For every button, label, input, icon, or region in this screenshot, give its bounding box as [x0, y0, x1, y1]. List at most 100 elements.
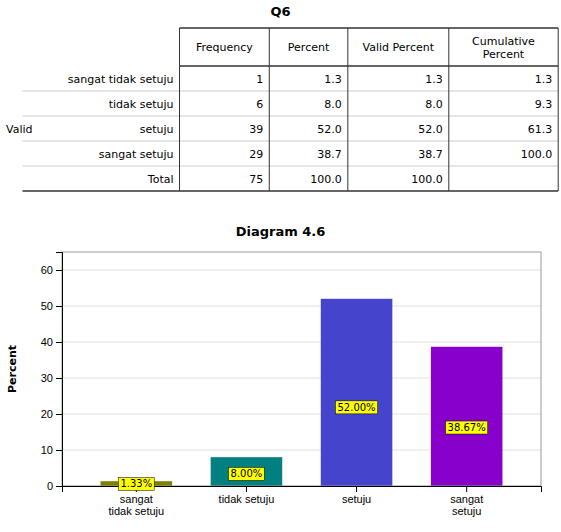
data-label-box [446, 421, 488, 434]
x-tick: tidak setuju [219, 486, 275, 505]
table-rule [180, 65, 559, 67]
tick-mark [56, 378, 62, 379]
tick-label: sangatsetuju [450, 493, 483, 518]
data-labels: 1.33% 8.00% 52.00% 38.67% [118, 401, 487, 491]
tick-label: 60 [41, 264, 53, 276]
table-header: CumulativePercent [472, 35, 535, 61]
y-tick: 0 [47, 480, 62, 492]
bar-chart: Diagram 4.60102030405060sangattidak setu… [6, 224, 542, 517]
tick-label: sangattidak setuju [108, 493, 164, 518]
chart-title: Diagram 4.6 [236, 224, 326, 239]
tick-label-line: tidak setuju [219, 493, 275, 505]
table-cell: 38.7 [317, 148, 342, 161]
data-label-group: 38.67% [446, 421, 488, 434]
table-cell: 100.0 [310, 173, 342, 186]
tick-mark [56, 306, 62, 307]
table-header: Valid Percent [363, 41, 435, 54]
data-label-box [335, 401, 377, 414]
tick-label: 50 [41, 300, 53, 312]
table-row-label: tidak setuju [109, 98, 174, 111]
table-row-label: sangat tidak setuju [68, 73, 174, 86]
table-header: Frequency [196, 41, 253, 54]
y-tick: 10 [41, 444, 62, 456]
table-group-label: Valid [6, 123, 33, 136]
data-label: 52.00% [337, 402, 375, 413]
data-label: 38.67% [448, 422, 486, 433]
table-cell: 39 [249, 123, 263, 136]
tick-label: tidak setuju [219, 493, 275, 505]
tick-label: setuju [342, 493, 371, 505]
tick-label-line: setuju [452, 505, 481, 517]
table-cell: 1 [256, 73, 263, 86]
table-header-line: Cumulative [472, 35, 535, 48]
table-rule [22, 141, 558, 142]
table-row-label: setuju [140, 123, 174, 136]
tick-label: 30 [41, 372, 53, 384]
bars [101, 299, 503, 486]
table-rule [22, 166, 558, 167]
table-cell: 8.0 [324, 98, 342, 111]
bar [321, 299, 393, 486]
table-cell: 9.3 [535, 98, 553, 111]
grid-line [62, 270, 541, 271]
table-rule [347, 28, 348, 191]
table-header-line: Percent [483, 48, 525, 61]
bar [211, 457, 283, 486]
table-rule [22, 116, 558, 117]
axis-line [56, 253, 63, 487]
tick-label-line: tidak setuju [108, 505, 164, 517]
table-cell: 100.0 [521, 148, 553, 161]
table-cell: 52.0 [317, 123, 342, 136]
table-cell: 1.3 [425, 73, 443, 86]
tick-label-line: sangat [120, 493, 153, 505]
table-cell: 52.0 [418, 123, 443, 136]
tick-label: 40 [41, 336, 53, 348]
tick-mark [356, 486, 357, 492]
grid-line [62, 306, 541, 307]
plot-frame [62, 252, 541, 486]
figure: Q6FrequencyPercentValid PercentCumulativ… [0, 0, 561, 532]
y-tick: 60 [41, 264, 62, 276]
bar [431, 347, 503, 486]
tick-mark [56, 486, 62, 487]
plot: 0102030405060sangattidak setujutidak set… [41, 252, 542, 517]
grid [62, 270, 541, 486]
data-label-box [229, 467, 265, 480]
y-tick: 50 [41, 300, 62, 312]
tick-mark [246, 486, 247, 492]
table-rule [269, 28, 270, 191]
data-label: 8.00% [231, 468, 263, 479]
table-rule [180, 27, 559, 29]
y-tick: 20 [41, 408, 62, 420]
data-label-group: 1.33% [118, 477, 154, 490]
x-tick: setuju [342, 486, 371, 505]
table-cell: 1.3 [535, 73, 553, 86]
data-label: 1.33% [120, 478, 152, 489]
tick-label-line: sangat [450, 493, 483, 505]
table-cell: 29 [249, 148, 263, 161]
table-rule [22, 190, 558, 192]
tick-mark [466, 486, 467, 492]
table-cell: 6 [256, 98, 263, 111]
table-cell: 1.3 [324, 73, 342, 86]
tick-mark [56, 450, 62, 451]
tick-mark [56, 270, 62, 271]
table-cell: 75 [249, 173, 263, 186]
tick-label: 10 [41, 444, 53, 456]
tick-mark [56, 342, 62, 343]
table-cell: 8.0 [425, 98, 443, 111]
x-tick: sangatsetuju [450, 486, 483, 517]
table-rule [448, 28, 449, 191]
table-header-line: Frequency [196, 41, 253, 54]
table-rule [558, 28, 559, 191]
data-label-box [118, 477, 154, 490]
table: Q6FrequencyPercentValid PercentCumulativ… [6, 4, 558, 191]
tick-label: 20 [41, 408, 53, 420]
grid-line [62, 342, 541, 343]
tick-label-line: setuju [342, 493, 371, 505]
data-label-group: 52.00% [335, 401, 377, 414]
table-rule [22, 91, 558, 92]
tick-label: 0 [47, 480, 53, 492]
table-cell: 100.0 [411, 173, 443, 186]
y-axis: 0 10 20 30 40 50 60 [41, 253, 63, 493]
